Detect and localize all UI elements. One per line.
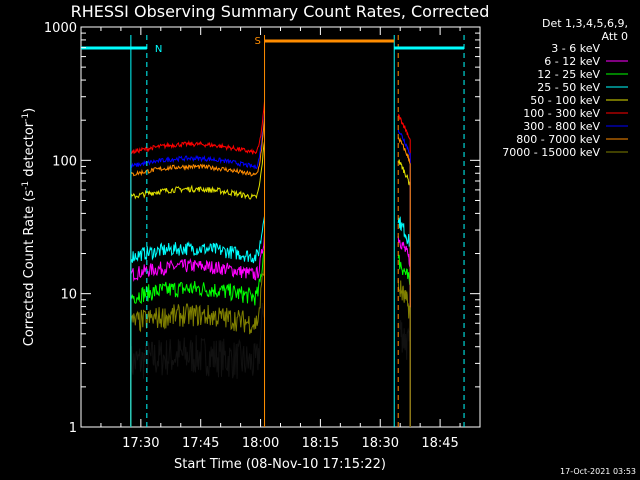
y-tick-label-0: 1 — [69, 421, 77, 436]
series-trace-b-3 — [397, 216, 411, 427]
y-tick-label-3: 1000 — [44, 21, 77, 36]
y-axis-label: Corrected Count Rate (s-1 detector-1) — [21, 108, 37, 346]
series-trace-5 — [130, 101, 265, 427]
series-trace-b-2 — [397, 254, 411, 427]
flag-label-N: N — [155, 44, 162, 55]
x-tick-label-0: 17:30 — [122, 436, 159, 451]
legend-entry-5: 100 - 300 keV — [523, 107, 600, 120]
legend-entry-2: 12 - 25 keV — [537, 68, 600, 81]
x-tick-label-1: 17:45 — [182, 436, 219, 451]
legend-entry-7: 800 - 7000 keV — [516, 133, 600, 146]
legend-entry-8: 7000 - 15000 keV — [502, 146, 600, 159]
legend-entry-4: 50 - 100 keV — [530, 94, 600, 107]
series-trace-b-6 — [397, 129, 411, 427]
series-trace-b-1 — [397, 236, 411, 427]
x-tick-label-5: 18:45 — [421, 436, 458, 451]
series-trace-2 — [130, 250, 265, 427]
ticks-group: 17:30 17:45 18:00 18:15 18:30 18:45 1 10 100 1000 — [44, 21, 480, 451]
legend-entry-6: 300 - 800 keV — [523, 120, 600, 133]
series-trace-b-4 — [397, 159, 411, 427]
detector-info-line1: Det 1,3,4,5,6,9, — [542, 17, 628, 30]
series-trace-8 — [130, 248, 265, 427]
series-trace-6 — [130, 113, 265, 427]
detector-info-line2: Att 0 — [602, 30, 628, 43]
series-trace-3 — [130, 216, 265, 427]
series-trace-b-7 — [397, 137, 411, 427]
legend-entry-3: 25 - 50 keV — [537, 81, 600, 94]
series-group — [130, 101, 411, 427]
legend-entry-0: 3 - 6 keV — [551, 42, 600, 55]
marks-group: NS — [81, 35, 465, 427]
series-trace-b-8 — [397, 279, 411, 427]
x-tick-label-4: 18:30 — [362, 436, 399, 451]
series-trace-4 — [130, 141, 265, 427]
series-trace-b-0 — [397, 320, 411, 427]
y-tick-label-1: 10 — [60, 288, 77, 303]
series-trace-0 — [130, 298, 265, 427]
series-trace-b-5 — [397, 113, 411, 427]
flag-label-S: S — [255, 36, 261, 47]
series-trace-7 — [130, 118, 265, 427]
chart-title: RHESSI Observing Summary Count Rates, Co… — [71, 2, 490, 21]
legend-entry-1: 6 - 12 keV — [544, 55, 600, 68]
series-trace-1 — [130, 233, 265, 427]
y-tick-label-2: 100 — [52, 154, 77, 169]
x-tick-label-2: 18:00 — [242, 436, 279, 451]
x-tick-label-3: 18:15 — [302, 436, 339, 451]
timestamp: 17-Oct-2021 03:53 — [560, 467, 636, 476]
x-axis-label: Start Time (08-Nov-10 17:15:22) — [174, 457, 386, 472]
